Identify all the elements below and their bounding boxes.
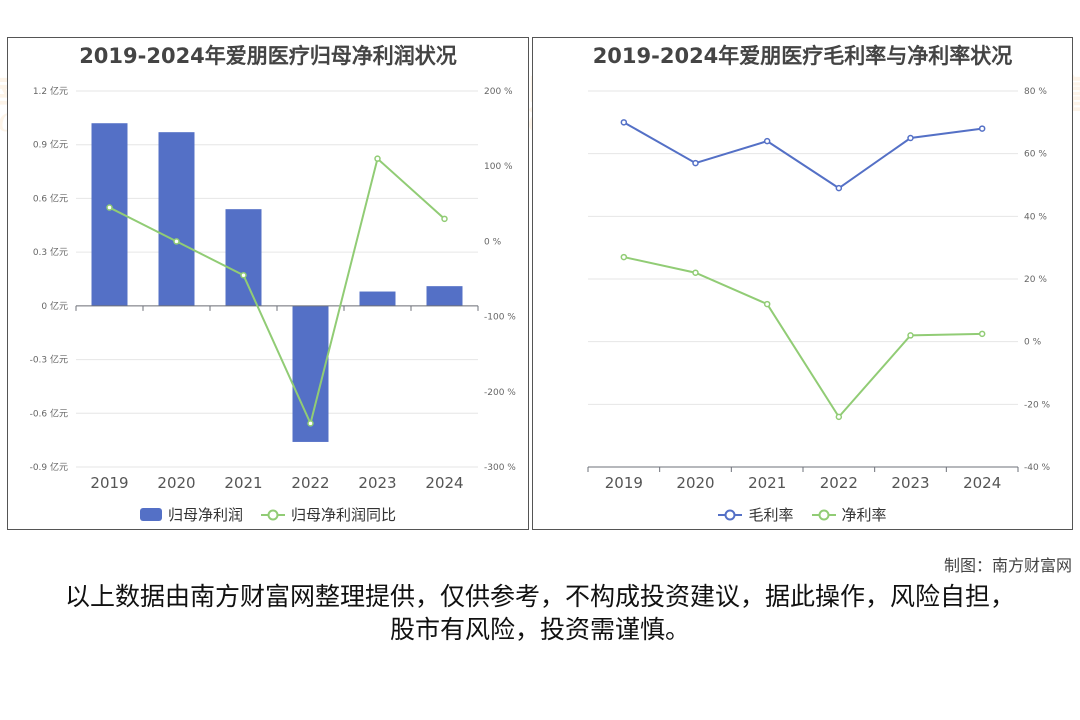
y-tick-label: 0.6 亿元	[33, 192, 68, 204]
point	[307, 420, 314, 427]
point	[978, 330, 986, 338]
legend: 毛利率 净利率	[533, 504, 1072, 525]
y-tick-label: 0.3 亿元	[33, 246, 68, 258]
legend-label: 毛利率	[748, 506, 794, 524]
bar-swatch-icon	[139, 508, 162, 521]
chart-title: 2019-2024年爱朋医疗毛利率与净利率状况	[592, 44, 1013, 68]
x-tick-label: 2020	[157, 474, 195, 492]
point	[835, 413, 843, 421]
y2-tick-label: -100 %	[484, 313, 516, 323]
point	[763, 137, 771, 145]
legend-item-net-profit[interactable]: 归母净利润	[139, 504, 243, 525]
y-tick-label: -0.9 亿元	[30, 461, 68, 473]
legend-label: 归母净利润	[167, 506, 243, 524]
point	[907, 332, 914, 339]
x-tick-label: 2019	[90, 474, 128, 492]
y2-tick-label: -300 %	[484, 463, 516, 473]
line-swatch-icon	[811, 509, 836, 520]
point	[907, 134, 914, 142]
y-tick-label: -0.3 亿元	[30, 354, 68, 366]
chart-title: 2019-2024年爱朋医疗归母净利润状况	[79, 44, 457, 68]
y-tick-label: 80 %	[1024, 87, 1047, 97]
y-tick-label: -20 %	[1024, 400, 1051, 410]
x-tick-label: 2022	[291, 474, 329, 492]
point	[173, 238, 180, 245]
series-line	[623, 256, 983, 419]
legend-label: 归母净利润同比	[291, 506, 397, 524]
legend-label: 净利率	[841, 506, 887, 524]
y2-tick-label: 0 %	[484, 237, 502, 247]
y2-tick-label: 100 %	[484, 162, 513, 172]
line-swatch-icon	[261, 509, 285, 520]
y-tick-label: 1.2 亿元	[33, 85, 68, 97]
legend-item-gross-margin[interactable]: 毛利率	[718, 504, 794, 525]
point	[620, 253, 628, 261]
net-profit-plot: 1.2 亿元 0.9 亿元 0.6 亿元 0.3 亿元 0 亿元 -0.3 亿元 -0.6 …	[30, 85, 517, 492]
margin-chart-panel: 2019-2024年爱朋医疗毛利率与净利率状况 80 % 60 % 40 % 20 %…	[532, 37, 1073, 530]
y-tick-label: 40 %	[1024, 212, 1047, 222]
point	[835, 184, 843, 192]
margin-plot: 80 % 60 % 40 % 20 % 0 % -20 % -40 % 2019 2020 202…	[587, 87, 1051, 492]
x-tick-label: 2022	[820, 474, 858, 492]
y-tick-label: 0 亿元	[41, 300, 68, 312]
x-tick-label: 2023	[358, 474, 396, 492]
point	[374, 155, 381, 162]
y-tick-label: -40 %	[1024, 463, 1051, 473]
point	[692, 269, 699, 276]
legend-item-net-margin[interactable]: 净利率	[811, 504, 887, 525]
y2-tick-label: 200 %	[484, 87, 513, 97]
x-tick-label: 2021	[748, 474, 786, 492]
point	[620, 119, 628, 126]
point	[978, 125, 986, 132]
bar	[158, 132, 195, 306]
x-tick-label: 2021	[224, 474, 262, 492]
series-line	[109, 156, 446, 427]
bar	[426, 286, 463, 306]
y-tick-label: 0 %	[1024, 338, 1042, 348]
legend-item-net-profit-yoy[interactable]: 归母净利润同比	[261, 504, 396, 525]
y-tick-label: 60 %	[1024, 150, 1047, 160]
point	[106, 204, 113, 211]
bar	[225, 209, 262, 306]
y-tick-label: -0.6 亿元	[30, 407, 68, 419]
disclaimer-text: 以上数据由南方财富网整理提供，仅供参考，不构成投资建议，据此操作，风险自担，股市…	[64, 582, 1015, 644]
bar	[359, 291, 396, 306]
series-line	[623, 121, 983, 190]
point	[441, 215, 448, 223]
point	[240, 271, 247, 279]
y2-tick-label: -200 %	[484, 388, 516, 398]
y-tick-label: 20 %	[1024, 275, 1047, 285]
y-tick-label: 0.9 亿元	[33, 139, 68, 151]
chart-credit: 制图：南方财富网	[943, 556, 1072, 575]
x-tick-label: 2020	[676, 474, 714, 492]
x-tick-label: 2024	[963, 474, 1001, 492]
point	[692, 159, 699, 167]
x-tick-label: 2023	[891, 474, 929, 492]
x-tick-label: 2019	[605, 474, 643, 492]
point	[763, 300, 771, 308]
net-profit-chart-panel: 2019-2024年爱朋医疗归母净利润状况 1.2 亿元 0.9 亿元 0.6 亿元…	[7, 37, 529, 530]
legend: 归母净利润 归母净利润同比	[8, 504, 528, 525]
x-tick-label: 2024	[425, 474, 463, 492]
line-swatch-icon	[718, 509, 743, 520]
